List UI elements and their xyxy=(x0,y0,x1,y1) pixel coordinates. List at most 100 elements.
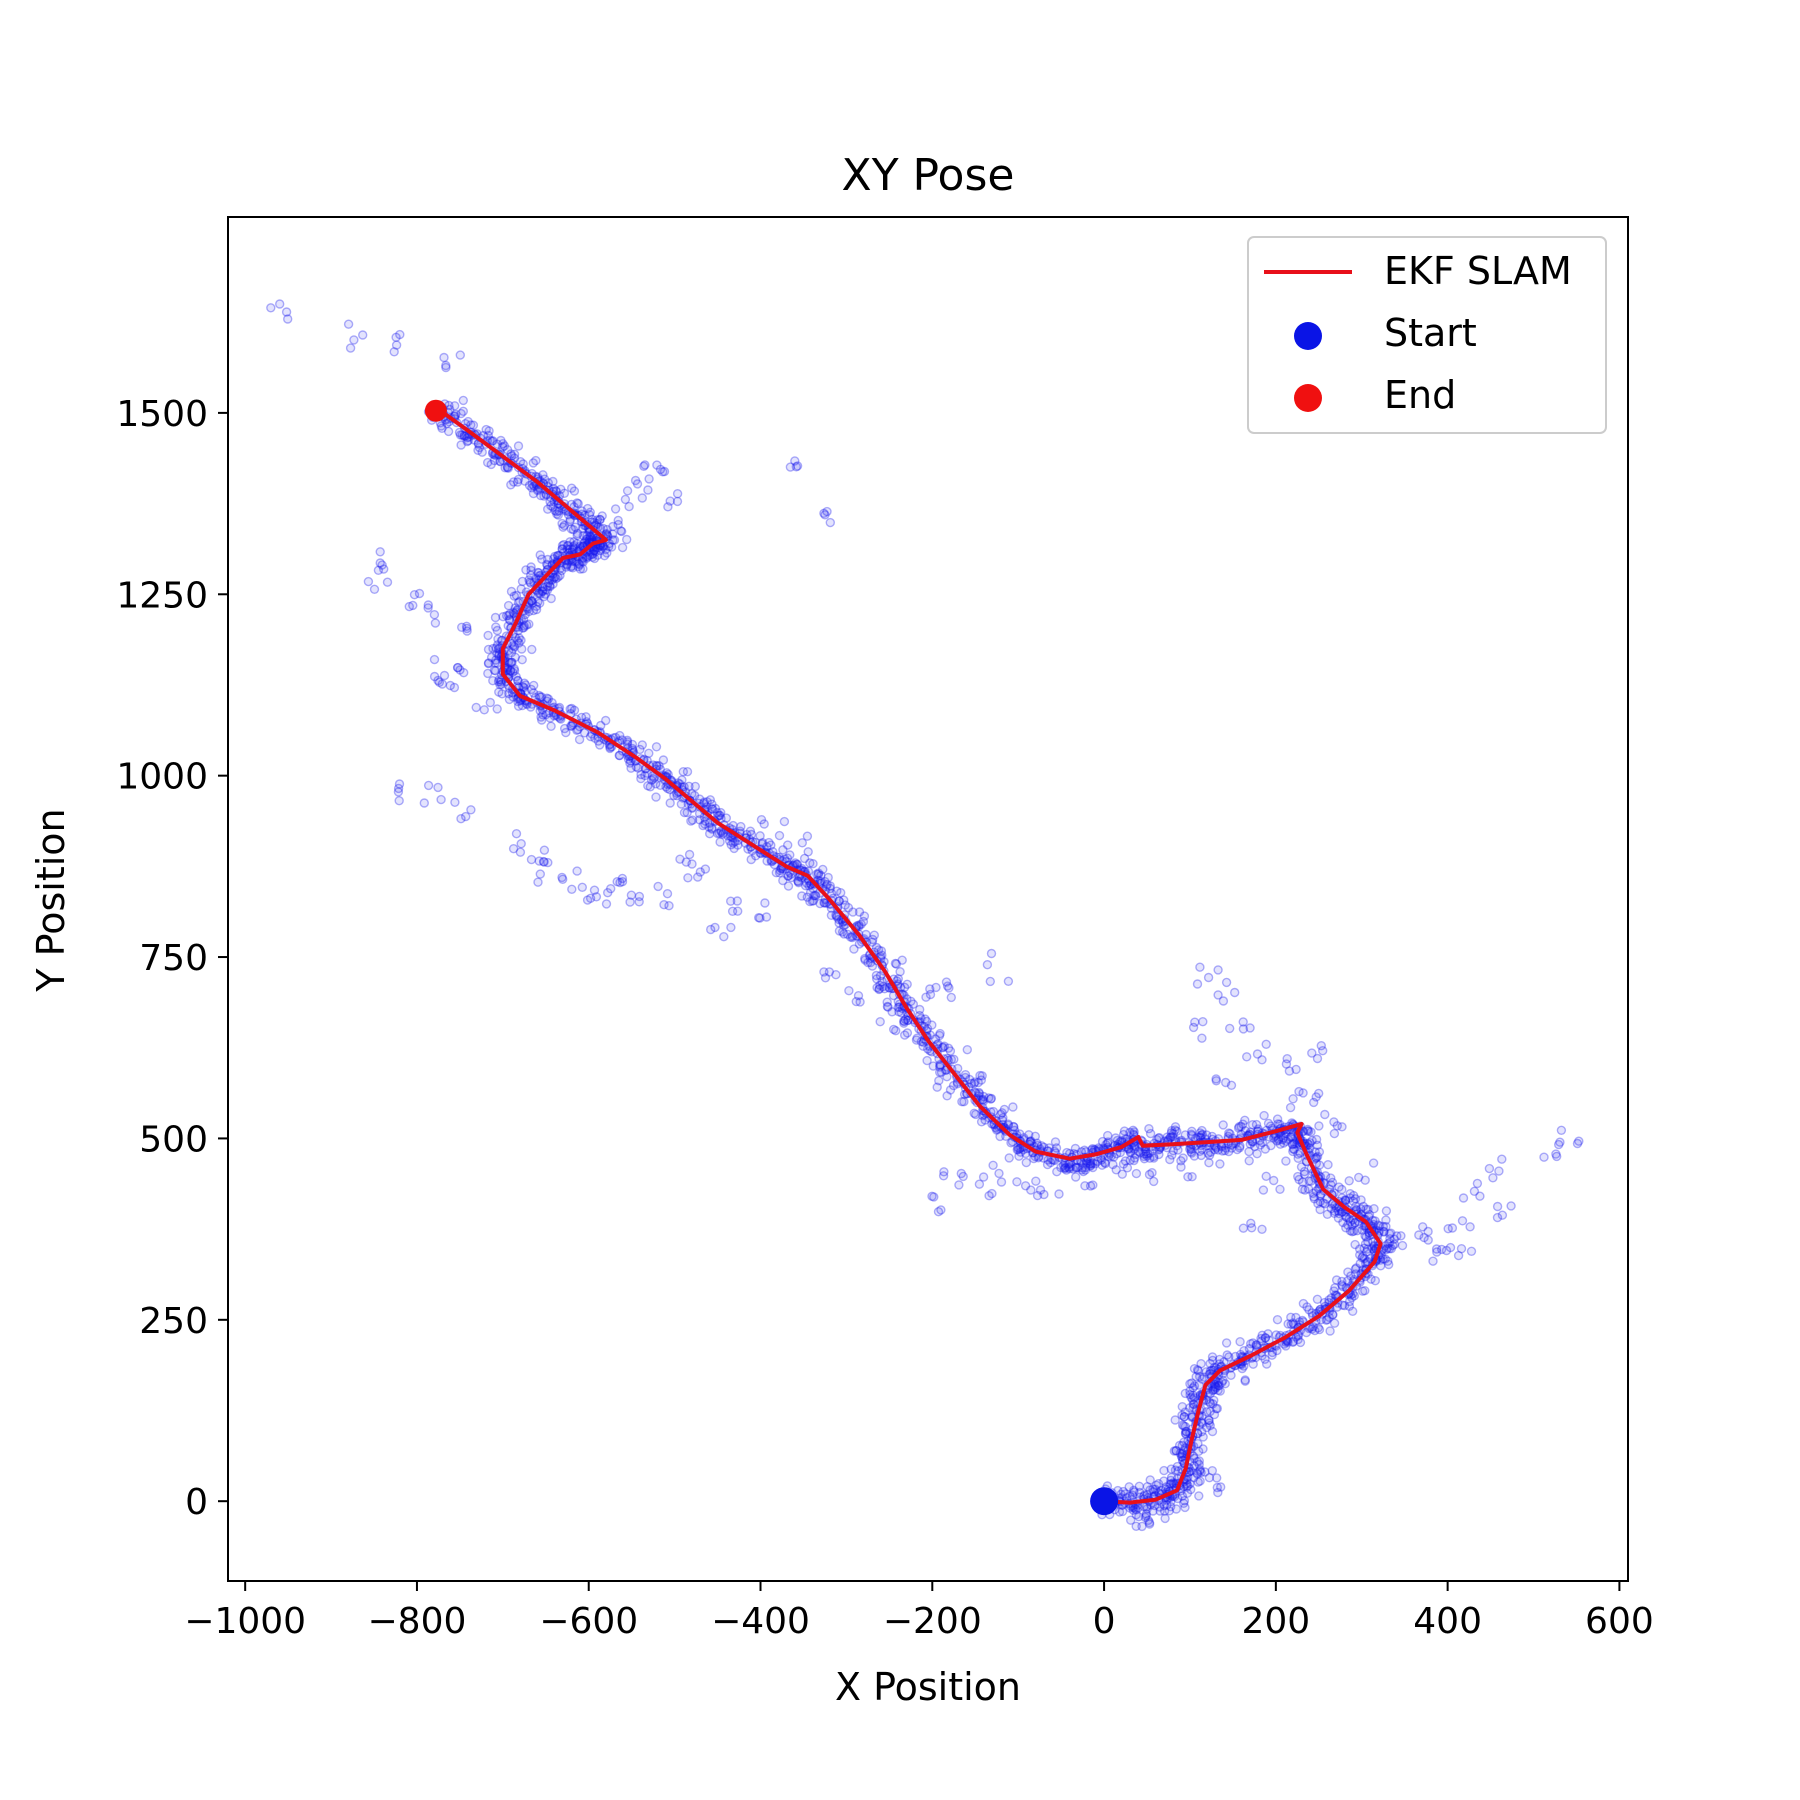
observation-point xyxy=(764,837,774,848)
observation-point xyxy=(1214,1380,1224,1391)
observation-point xyxy=(1194,1491,1204,1501)
observation-point xyxy=(604,541,614,552)
observation-point xyxy=(1246,1218,1256,1229)
observation-point xyxy=(945,1085,956,1095)
observation-point xyxy=(517,576,528,587)
observation-point xyxy=(1204,1397,1215,1407)
observation-point xyxy=(699,798,709,809)
observation-point xyxy=(569,543,579,554)
observation-point xyxy=(1281,1341,1291,1351)
observation-point xyxy=(1384,1229,1395,1239)
observation-point xyxy=(463,416,473,427)
observation-point xyxy=(1396,1231,1406,1241)
observation-point xyxy=(1088,1180,1098,1190)
observation-point xyxy=(485,697,495,708)
observation-point xyxy=(1310,1147,1320,1157)
observation-point xyxy=(363,576,374,587)
observation-point xyxy=(743,844,753,854)
observation-point xyxy=(579,728,590,738)
observation-point xyxy=(1088,1158,1098,1169)
observation-point xyxy=(1176,1156,1186,1166)
observation-point xyxy=(644,474,654,484)
observation-point xyxy=(1305,1137,1315,1148)
observation-point xyxy=(496,679,507,689)
observation-point xyxy=(698,820,708,831)
observation-point xyxy=(437,679,447,689)
legend-start-swatch xyxy=(1294,322,1322,350)
observation-point xyxy=(805,887,816,898)
observation-point xyxy=(1281,1136,1292,1147)
observation-point xyxy=(1021,1148,1031,1159)
observation-point xyxy=(1472,1178,1483,1189)
observation-point xyxy=(1131,1168,1142,1179)
observation-point xyxy=(1169,1446,1180,1456)
observation-point xyxy=(546,721,556,731)
observation-point xyxy=(1281,1156,1291,1166)
observation-point xyxy=(1123,1144,1134,1154)
observation-point xyxy=(483,658,494,668)
observation-point xyxy=(498,612,508,622)
observation-point xyxy=(1141,1149,1151,1159)
observation-point xyxy=(1287,1139,1298,1149)
observation-point xyxy=(1209,1362,1220,1373)
observation-point xyxy=(992,1125,1002,1135)
observation-point xyxy=(1274,1119,1285,1130)
observation-point xyxy=(430,618,441,628)
observation-point xyxy=(1337,1281,1348,1292)
observation-point xyxy=(751,851,761,861)
observation-point xyxy=(869,930,879,940)
observation-point xyxy=(1268,1175,1279,1186)
observation-point xyxy=(505,665,516,676)
observation-point xyxy=(902,979,912,989)
observation-point xyxy=(590,733,600,743)
observation-point xyxy=(637,493,647,503)
observation-point xyxy=(762,856,772,866)
observation-point xyxy=(573,561,583,572)
observation-point xyxy=(766,840,776,850)
observation-point xyxy=(1120,1156,1131,1166)
observation-point xyxy=(1354,1250,1365,1260)
observation-point xyxy=(682,807,692,818)
observation-point xyxy=(809,891,819,901)
observation-point xyxy=(821,881,831,892)
observation-point xyxy=(506,657,517,667)
observation-point xyxy=(490,612,501,623)
observation-point xyxy=(563,540,573,551)
observation-point xyxy=(1031,1176,1041,1186)
observation-point xyxy=(1208,1385,1219,1395)
observation-point xyxy=(1193,1438,1203,1449)
observation-point xyxy=(1539,1152,1549,1162)
observation-point xyxy=(1193,1366,1204,1376)
observation-point xyxy=(1288,1337,1298,1348)
observation-point xyxy=(1118,1129,1129,1140)
observation-point xyxy=(954,1180,964,1190)
observation-point xyxy=(1118,1486,1129,1497)
observation-point xyxy=(971,1109,981,1120)
observation-point xyxy=(549,554,559,564)
observation-point xyxy=(803,847,813,857)
observation-point xyxy=(1314,1147,1325,1157)
observation-point xyxy=(491,655,501,665)
observation-point xyxy=(799,853,810,864)
observation-point xyxy=(591,892,602,902)
observation-point xyxy=(1214,1354,1225,1365)
y-tick-label: 500 xyxy=(139,1119,208,1160)
observation-point xyxy=(1301,1327,1312,1338)
observation-point xyxy=(906,996,916,1006)
observation-point xyxy=(694,815,705,825)
observation-point xyxy=(1263,1118,1274,1129)
observation-point xyxy=(1306,1176,1316,1186)
observation-point xyxy=(1340,1211,1351,1222)
observation-point xyxy=(1204,1418,1214,1428)
observation-point xyxy=(1096,1155,1107,1165)
observation-point xyxy=(1129,1487,1139,1497)
observation-point xyxy=(511,590,522,601)
observation-point xyxy=(1383,1239,1393,1249)
observation-point xyxy=(1187,1130,1197,1141)
observation-point xyxy=(860,955,870,965)
observation-point xyxy=(1428,1256,1438,1266)
observation-point xyxy=(1032,1140,1043,1151)
observation-point xyxy=(1182,1488,1193,1498)
observation-point xyxy=(802,878,812,888)
observation-point xyxy=(1213,1145,1224,1155)
